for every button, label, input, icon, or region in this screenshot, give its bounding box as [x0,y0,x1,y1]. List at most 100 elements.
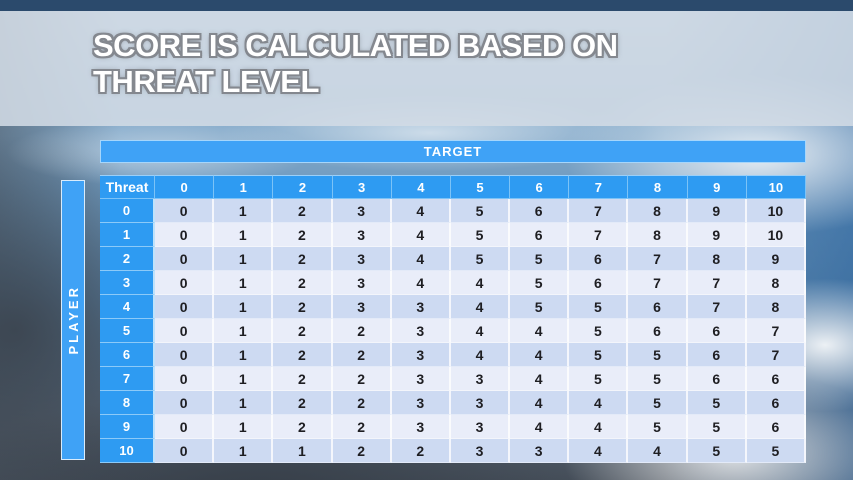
target-col-header: 10 [746,175,806,199]
threat-row-header: 0 [100,199,155,223]
target-col-header: 1 [214,175,274,199]
score-cell: 4 [569,391,629,415]
threat-row-header: 5 [100,319,155,343]
score-cell: 4 [391,247,451,271]
threat-row-header: 6 [100,343,155,367]
slide-title-line-1: SCORE IS CALCULATED BASED ON [93,28,618,63]
score-cell: 2 [332,391,392,415]
score-cell: 8 [628,199,688,223]
score-cell: 3 [510,439,570,463]
score-cell: 3 [332,295,392,319]
score-cell: 5 [450,199,511,223]
score-cell: 3 [391,391,451,415]
title-band: SCORE IS CALCULATED BASED ON THREAT LEVE… [0,11,853,126]
score-cell: 3 [450,391,511,415]
score-cell: 6 [687,343,747,367]
corner-threat-label: Threat [100,175,155,199]
score-cell: 5 [450,223,511,247]
score-cell: 3 [391,415,451,439]
score-cell: 1 [214,271,274,295]
score-cell: 4 [450,295,511,319]
score-cell: 0 [155,439,215,463]
score-cell: 6 [510,223,570,247]
score-cell: 4 [391,199,451,223]
score-cell: 7 [628,271,688,295]
score-cell: 2 [332,415,392,439]
score-cell: 4 [450,271,511,295]
score-cell: 4 [510,415,570,439]
score-cell: 6 [628,319,688,343]
score-cell: 3 [450,415,511,439]
score-cell: 10 [746,223,806,247]
score-cell: 6 [569,271,629,295]
score-cell: 9 [687,223,747,247]
score-cell: 3 [332,199,392,223]
score-cell: 6 [687,319,747,343]
score-cell: 5 [569,319,629,343]
score-cell: 2 [273,343,333,367]
score-cell: 5 [746,439,806,463]
score-cell: 4 [628,439,688,463]
score-cell: 5 [569,343,629,367]
threat-row-header: 7 [100,367,155,391]
score-cell: 1 [214,343,274,367]
score-cell: 3 [450,439,511,463]
threat-row-header: 1 [100,223,155,247]
target-col-header: 5 [450,175,511,199]
score-cell: 6 [569,247,629,271]
score-cell: 2 [273,319,333,343]
score-cell: 5 [628,367,688,391]
target-col-header: 9 [687,175,747,199]
score-cell: 4 [569,415,629,439]
score-cell: 0 [155,247,215,271]
score-cell: 9 [746,247,806,271]
score-cell: 2 [332,343,392,367]
score-cell: 1 [273,439,333,463]
target-col-header: 0 [155,175,215,199]
target-axis-header: TARGET [100,140,806,163]
score-cell: 7 [687,295,747,319]
score-cell: 1 [214,367,274,391]
score-cell: 0 [155,367,215,391]
score-cell: 7 [628,247,688,271]
score-cell: 2 [273,415,333,439]
score-cell: 0 [155,295,215,319]
score-cell: 6 [746,367,806,391]
score-cell: 1 [214,223,274,247]
target-col-header: 7 [569,175,629,199]
slide-title: SCORE IS CALCULATED BASED ON THREAT LEVE… [0,11,853,100]
top-accent-bar [0,0,853,11]
score-cell: 3 [332,247,392,271]
score-cell: 0 [155,199,215,223]
score-cell: 2 [273,247,333,271]
target-col-header: 3 [332,175,392,199]
score-cell: 7 [569,223,629,247]
score-cell: 8 [687,247,747,271]
score-cell: 4 [450,343,511,367]
score-cell: 6 [510,199,570,223]
score-cell: 2 [273,271,333,295]
target-label: TARGET [423,144,483,159]
score-cell: 5 [687,415,747,439]
score-cell: 7 [746,343,806,367]
score-cell: 4 [450,319,511,343]
score-cell: 5 [510,295,570,319]
score-cell: 5 [628,391,688,415]
score-cell: 5 [687,391,747,415]
score-cell: 0 [155,271,215,295]
score-cell: 4 [510,367,570,391]
score-cell: 0 [155,415,215,439]
threat-row-header: 9 [100,415,155,439]
score-cell: 6 [746,415,806,439]
score-cell: 9 [687,199,747,223]
score-cell: 2 [273,367,333,391]
score-cell: 6 [746,391,806,415]
score-cell: 2 [332,319,392,343]
score-cell: 4 [510,391,570,415]
player-axis-header: PLAYER [61,180,85,460]
score-cell: 8 [746,271,806,295]
score-cell: 5 [450,247,511,271]
score-cell: 1 [214,319,274,343]
score-cell: 4 [391,223,451,247]
score-cell: 5 [628,415,688,439]
